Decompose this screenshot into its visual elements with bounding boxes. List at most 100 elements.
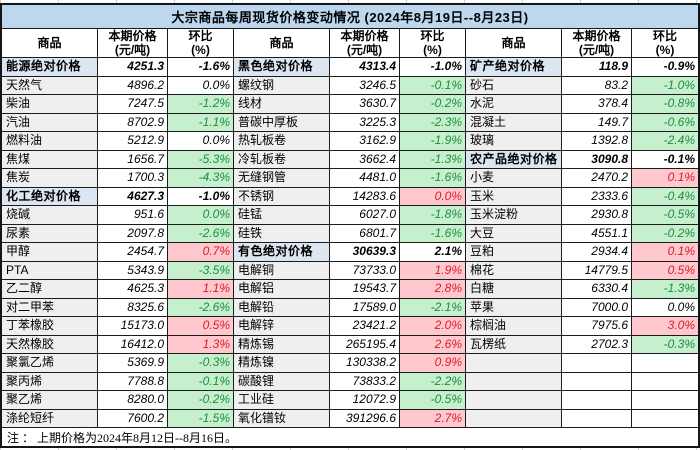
column-header-price: 本期价格 (元/吨) bbox=[562, 29, 632, 58]
change-cell: -1.1% bbox=[168, 113, 234, 132]
change-cell: 0.1% bbox=[632, 243, 698, 262]
column-header-change: 环比 (%) bbox=[400, 29, 466, 58]
change-cell: 0.5% bbox=[168, 317, 234, 336]
price-cell: 5212.9 bbox=[98, 132, 168, 151]
price-cell: 23421.2 bbox=[330, 317, 400, 336]
commodity-name-cell: 硅铁 bbox=[234, 224, 330, 243]
price-cell: 4551.1 bbox=[562, 224, 632, 243]
commodity-name-cell: 豆粕 bbox=[466, 243, 562, 262]
commodity-name-cell: 热轧板卷 bbox=[234, 132, 330, 151]
change-cell: -0.1% bbox=[632, 150, 698, 169]
change-cell: -0.2% bbox=[168, 391, 234, 410]
price-cell: 15173.0 bbox=[98, 317, 168, 336]
price-cell: 6801.7 bbox=[330, 224, 400, 243]
commodity-name-cell: 氧化镨钕 bbox=[234, 409, 330, 428]
commodity-name-cell: 甲醇 bbox=[2, 243, 98, 262]
price-cell: 4627.3 bbox=[98, 187, 168, 206]
change-cell: 2.8% bbox=[400, 280, 466, 299]
commodity-name-cell: 玉米 bbox=[466, 187, 562, 206]
change-cell: -0.2% bbox=[632, 224, 698, 243]
price-cell: 951.6 bbox=[98, 206, 168, 225]
change-cell: 0.0% bbox=[168, 132, 234, 151]
price-table-grid: 商品 本期价格 (元/吨) 环比 (%) 商品 本期价格 (元/吨) 环比 (%) 商品… bbox=[2, 29, 698, 428]
commodity-name-cell: 矿产绝对价格 bbox=[466, 58, 562, 77]
column-header-commodity: 商品 bbox=[2, 29, 98, 58]
commodity-name-cell bbox=[466, 354, 562, 373]
commodity-name-cell: 棉花 bbox=[466, 261, 562, 280]
commodity-name-cell: 聚乙烯 bbox=[2, 391, 98, 410]
change-cell: -0.3% bbox=[168, 354, 234, 373]
change-cell: -2.1% bbox=[400, 298, 466, 317]
price-cell: 4896.2 bbox=[98, 76, 168, 95]
change-cell: -0.3% bbox=[632, 335, 698, 354]
table-title: 大宗商品每周现货价格变动情况 (2024年8月19日--8月23日) bbox=[2, 5, 698, 29]
price-cell: 1656.7 bbox=[98, 150, 168, 169]
price-cell: 8280.0 bbox=[98, 391, 168, 410]
commodity-name-cell: 精炼镍 bbox=[234, 354, 330, 373]
change-cell: -0.9% bbox=[632, 58, 698, 77]
commodity-name-cell: 硅锰 bbox=[234, 206, 330, 225]
table-footnote: 注 ： 上期价格为2024年8月12日--8月16日。 bbox=[2, 428, 698, 446]
commodity-name-cell: 精炼锡 bbox=[234, 335, 330, 354]
commodity-name-cell: 汽油 bbox=[2, 113, 98, 132]
commodity-name-cell: 碳酸锂 bbox=[234, 372, 330, 391]
change-cell: -1.0% bbox=[632, 76, 698, 95]
price-cell bbox=[562, 409, 632, 428]
price-cell: 4625.3 bbox=[98, 280, 168, 299]
change-cell: 1.1% bbox=[168, 280, 234, 299]
change-cell: 1.3% bbox=[168, 335, 234, 354]
price-cell: 2934.4 bbox=[562, 243, 632, 262]
price-cell: 19543.7 bbox=[330, 280, 400, 299]
commodity-name-cell: 不锈钢 bbox=[234, 187, 330, 206]
price-cell: 265195.4 bbox=[330, 335, 400, 354]
price-cell: 4313.4 bbox=[330, 58, 400, 77]
price-cell: 5343.9 bbox=[98, 261, 168, 280]
price-cell: 5369.9 bbox=[98, 354, 168, 373]
change-cell: -1.0% bbox=[400, 58, 466, 77]
price-cell: 149.7 bbox=[562, 113, 632, 132]
commodity-name-cell: 聚氯乙烯 bbox=[2, 354, 98, 373]
price-cell bbox=[562, 372, 632, 391]
commodity-name-cell bbox=[466, 372, 562, 391]
price-cell: 130338.2 bbox=[330, 354, 400, 373]
commodity-name-cell: 白糖 bbox=[466, 280, 562, 299]
price-cell: 6330.4 bbox=[562, 280, 632, 299]
commodity-name-cell: 聚丙烯 bbox=[2, 372, 98, 391]
change-cell: 0.0% bbox=[168, 76, 234, 95]
commodity-name-cell: 黑色绝对价格 bbox=[234, 58, 330, 77]
change-cell bbox=[632, 354, 698, 373]
commodity-name-cell: 烧碱 bbox=[2, 206, 98, 225]
change-cell: 0.9% bbox=[400, 354, 466, 373]
commodity-name-cell: 柴油 bbox=[2, 95, 98, 114]
price-cell: 17589.0 bbox=[330, 298, 400, 317]
commodity-name-cell: 砂石 bbox=[466, 76, 562, 95]
commodity-name-cell: 瓦楞纸 bbox=[466, 335, 562, 354]
price-cell: 6027.0 bbox=[330, 206, 400, 225]
change-cell: -1.6% bbox=[400, 169, 466, 188]
change-cell: -2.3% bbox=[400, 113, 466, 132]
commodity-name-cell: 涤纶短纤 bbox=[2, 409, 98, 428]
commodity-name-cell: 冷轧板卷 bbox=[234, 150, 330, 169]
price-cell: 3662.4 bbox=[330, 150, 400, 169]
change-cell: -2.6% bbox=[168, 224, 234, 243]
price-cell: 391296.6 bbox=[330, 409, 400, 428]
commodity-name-cell: 焦煤 bbox=[2, 150, 98, 169]
change-cell: 2.7% bbox=[400, 409, 466, 428]
column-header-commodity: 商品 bbox=[234, 29, 330, 58]
commodity-name-cell: 玻璃 bbox=[466, 132, 562, 151]
price-cell: 4481.0 bbox=[330, 169, 400, 188]
commodity-name-cell: 小麦 bbox=[466, 169, 562, 188]
price-cell: 14283.6 bbox=[330, 187, 400, 206]
price-cell: 2454.7 bbox=[98, 243, 168, 262]
commodity-name-cell: 电解铜 bbox=[234, 261, 330, 280]
price-cell: 3090.8 bbox=[562, 150, 632, 169]
change-cell: 2.6% bbox=[400, 335, 466, 354]
change-cell: -0.5% bbox=[632, 206, 698, 225]
change-cell: -2.6% bbox=[168, 298, 234, 317]
commodity-name-cell: 电解铅 bbox=[234, 298, 330, 317]
price-cell: 2930.8 bbox=[562, 206, 632, 225]
change-cell: -0.1% bbox=[168, 372, 234, 391]
price-cell: 118.9 bbox=[562, 58, 632, 77]
commodity-name-cell: 普碳中厚板 bbox=[234, 113, 330, 132]
column-header-change: 环比 (%) bbox=[632, 29, 698, 58]
